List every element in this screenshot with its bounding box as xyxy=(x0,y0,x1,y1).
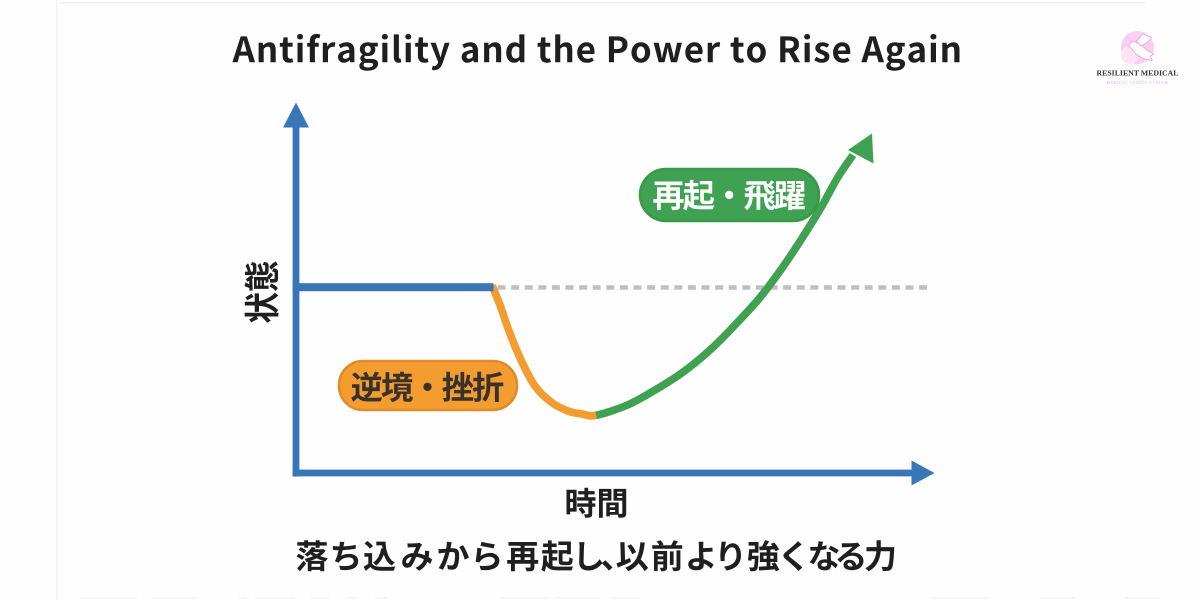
svg-text:RESILIENT MEDICAL: RESILIENT MEDICAL xyxy=(1097,69,1179,78)
svg-text:MEDICAL SAFETY SYSTEM: MEDICAL SAFETY SYSTEM xyxy=(1107,81,1169,85)
